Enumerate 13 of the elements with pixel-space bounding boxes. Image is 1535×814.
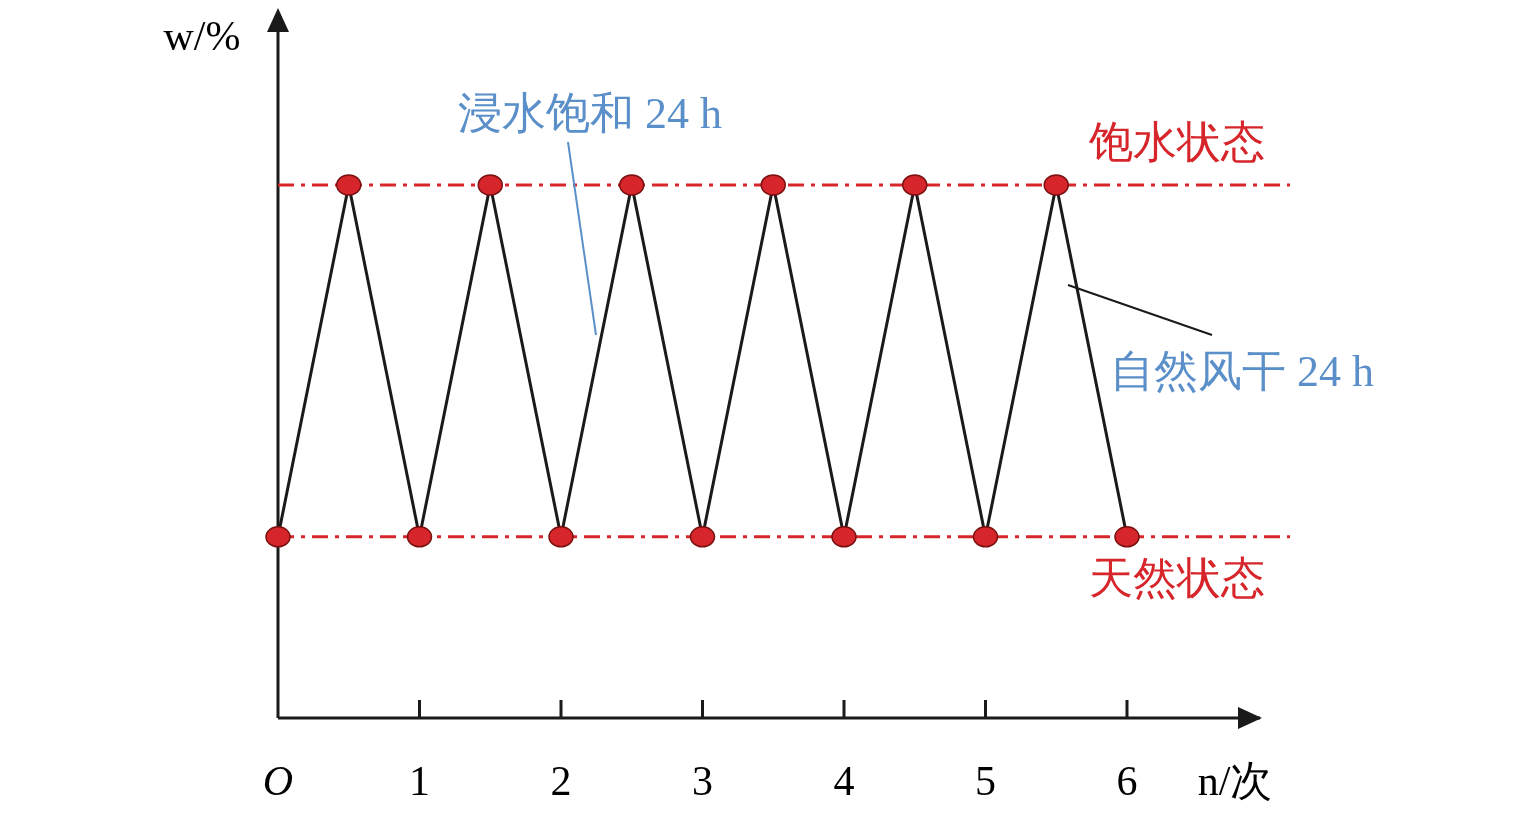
annotation: 自然风干 24 h bbox=[1110, 347, 1374, 396]
x-tick-label: 5 bbox=[974, 758, 996, 804]
x-tick-label: 2 bbox=[550, 758, 572, 804]
x-tick-label: 1 bbox=[409, 758, 430, 804]
text: 浸水饱和 24 h bbox=[458, 89, 722, 138]
x-tick-label: 4 bbox=[833, 758, 855, 804]
x-tick-label: 6 bbox=[1116, 758, 1138, 804]
y-axis-title: w/% bbox=[163, 13, 241, 59]
ref-line-label: 饱水状态 bbox=[1088, 118, 1265, 167]
ref-line-label: 天然状态 bbox=[1089, 553, 1265, 603]
x-tick-label: O bbox=[262, 758, 294, 804]
x-tick-label: 3 bbox=[692, 758, 713, 804]
x-axis-title: n/次 bbox=[1197, 758, 1273, 804]
